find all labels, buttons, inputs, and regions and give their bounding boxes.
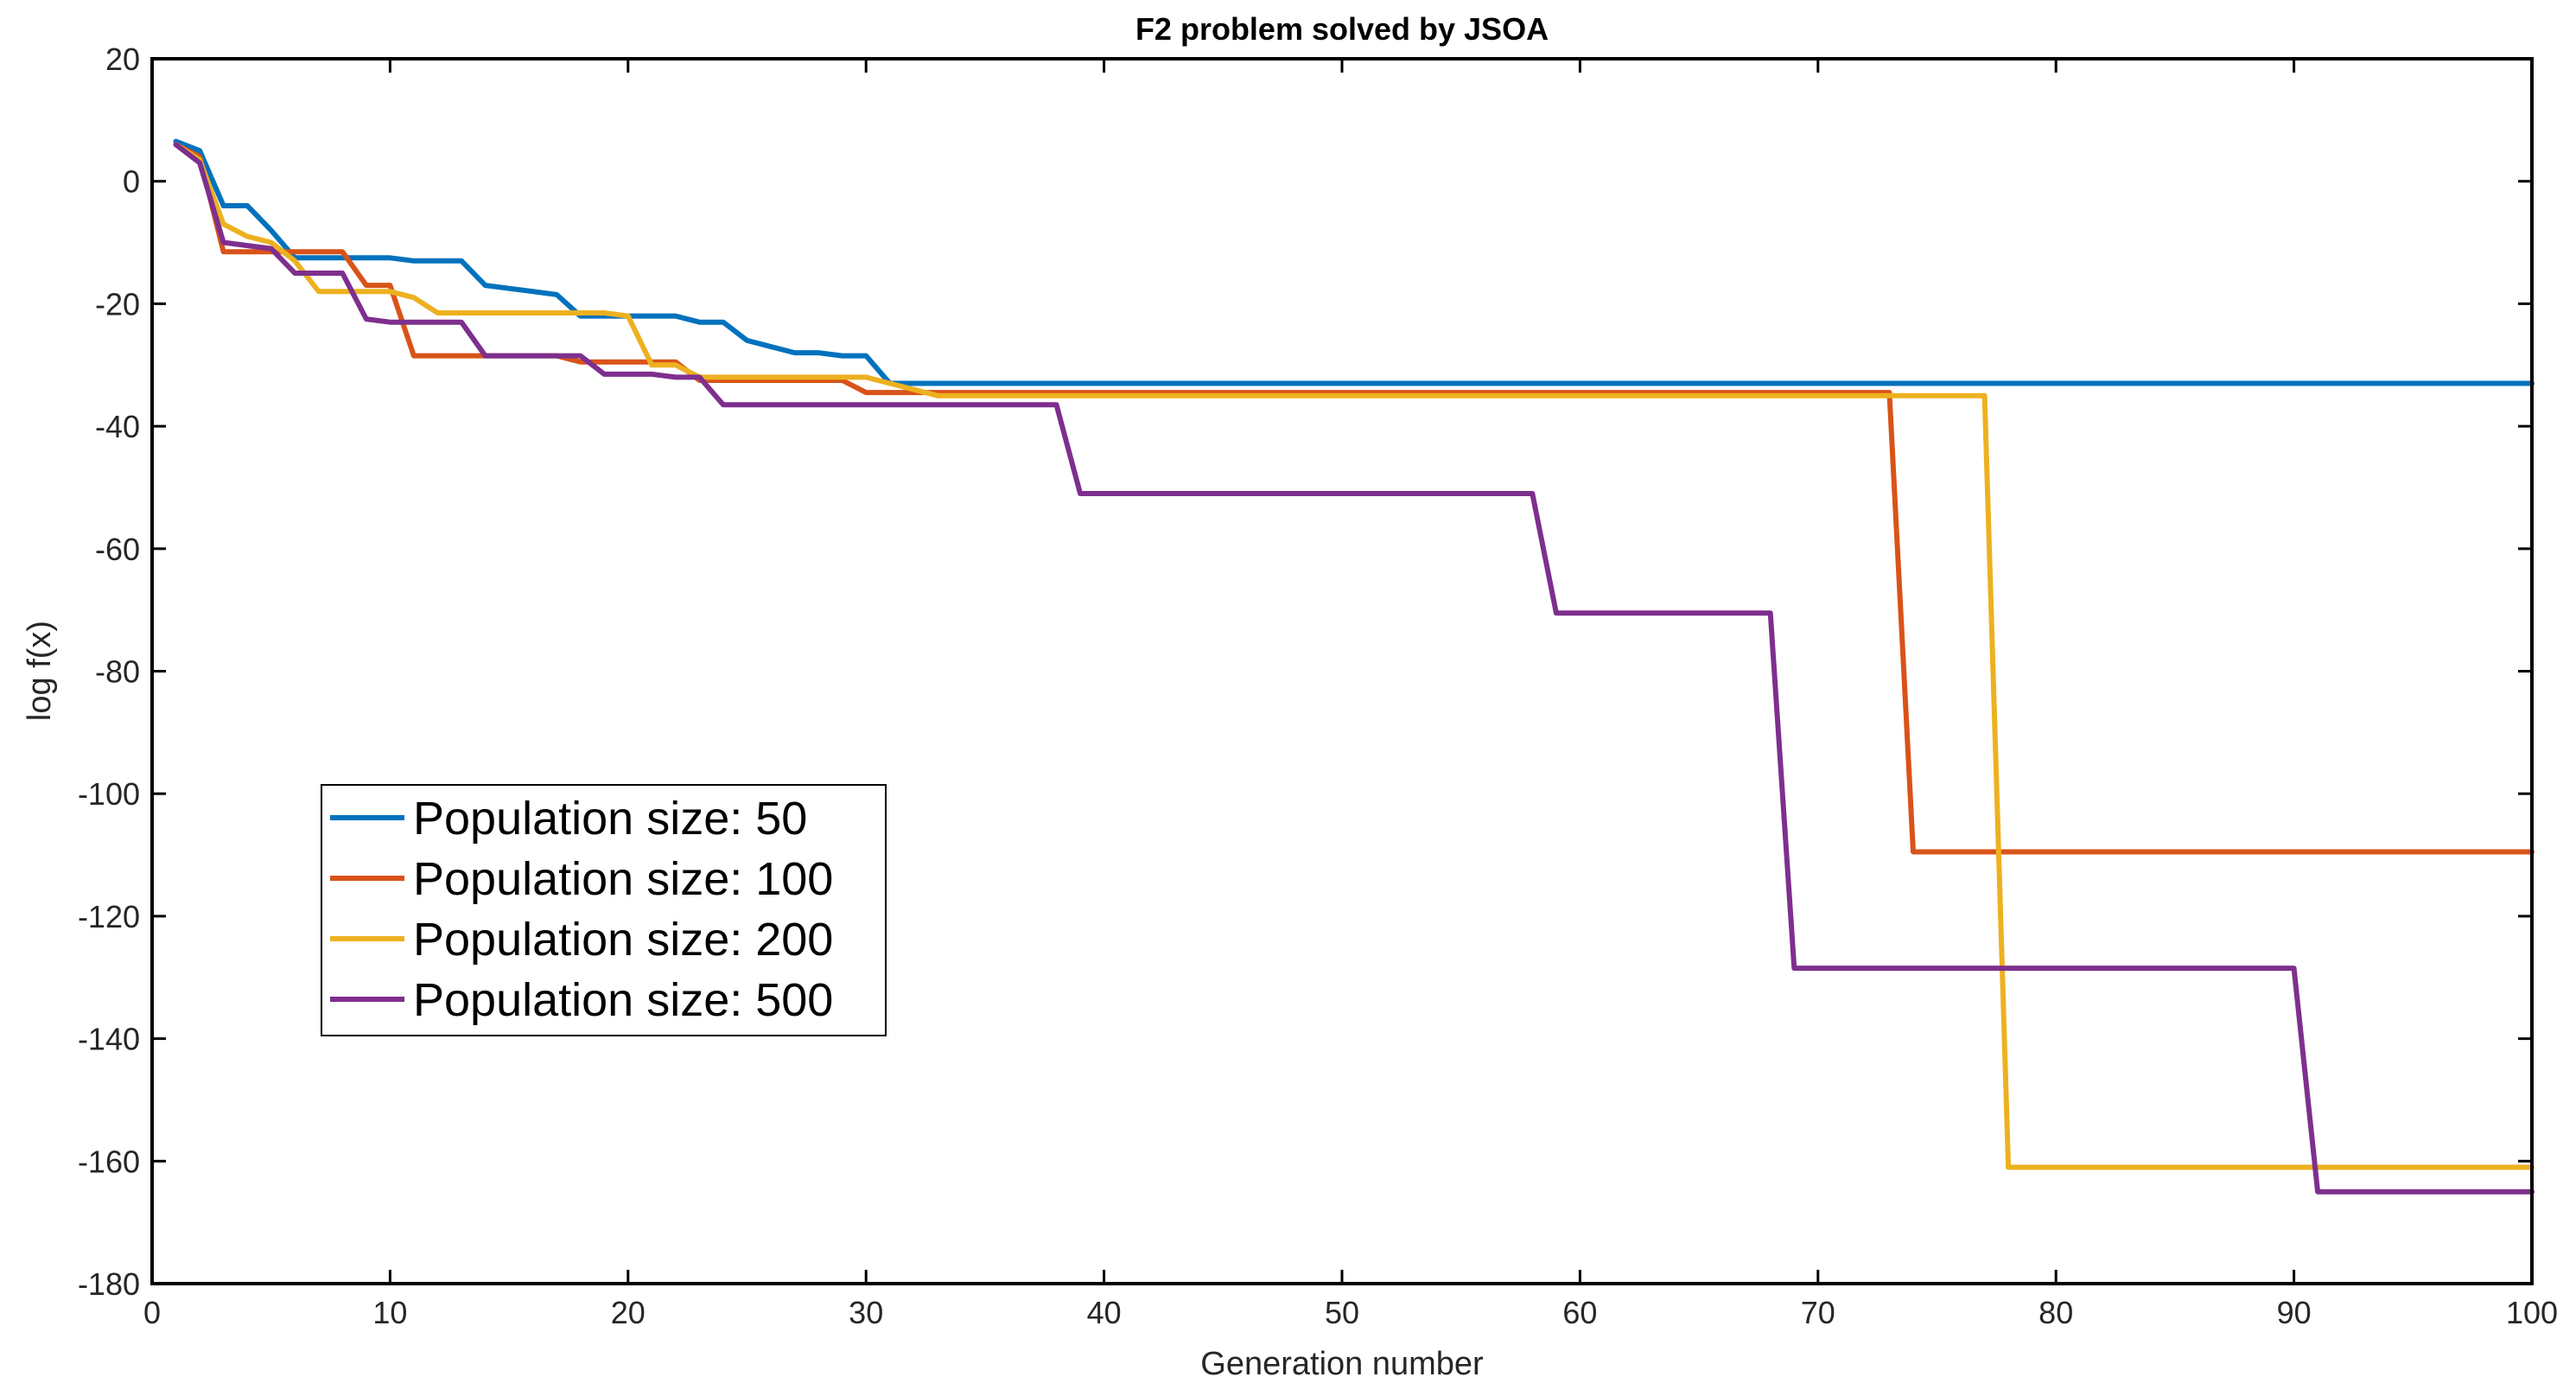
y-tick-label: -180 (78, 1266, 140, 1302)
x-tick-label: 40 (1087, 1295, 1122, 1330)
y-tick-label: -40 (95, 409, 140, 444)
plot-area-frame (150, 57, 2534, 1285)
x-tick-label: 30 (849, 1295, 883, 1330)
y-tick-label: -120 (78, 899, 140, 934)
x-tick-label: 10 (372, 1295, 407, 1330)
y-tick-label: -160 (78, 1144, 140, 1179)
legend-label: Population size: 500 (413, 974, 833, 1026)
y-tick-label: -60 (95, 532, 140, 567)
ticks-layer: 0 10 20 30 40 50 60 70 80 90 100 20 0 -20 -40 -60 -80 -10… (78, 41, 2558, 1330)
legend: Population size: 50 Population size: 100 P… (321, 784, 887, 1036)
x-axis-label: Generation number (1200, 1346, 1484, 1382)
chart-title: F2 problem solved by JSOA (1135, 11, 1549, 47)
labels-layer: F2 problem solved by JSOA Generation num… (22, 11, 1549, 1382)
y-tick-label: -100 (78, 776, 140, 812)
series-line-3 (173, 142, 2535, 1170)
y-tick-label: -80 (95, 654, 140, 690)
series-line-1 (173, 138, 2535, 386)
series-line-4 (173, 142, 2535, 1195)
legend-label: Population size: 200 (413, 914, 833, 966)
legend-item: Population size: 100 (330, 853, 833, 905)
x-tick-label: 80 (2039, 1295, 2073, 1330)
legend-item: Population size: 50 (330, 793, 807, 845)
legend-item: Population size: 200 (330, 914, 833, 966)
legend-item: Population size: 500 (330, 974, 833, 1026)
x-tick-label: 50 (1325, 1295, 1359, 1330)
x-tick-label: 100 (2506, 1295, 2558, 1330)
x-tick-label: 90 (2277, 1295, 2312, 1330)
y-tick-label: 0 (123, 164, 140, 200)
legend-box (321, 784, 887, 1036)
x-tick-label: 60 (1562, 1295, 1597, 1330)
y-tick-label: 20 (105, 41, 140, 77)
x-tick-label: 0 (143, 1295, 161, 1330)
x-tick-label: 20 (611, 1295, 646, 1330)
y-tick-label: -20 (95, 286, 140, 322)
series-layer (173, 138, 2535, 1195)
y-axis-label: log f(x) (22, 621, 58, 721)
legend-label: Population size: 50 (413, 793, 807, 845)
x-tick-label: 70 (1801, 1295, 1835, 1330)
y-tick-label: -140 (78, 1022, 140, 1057)
legend-label: Population size: 100 (413, 853, 833, 905)
